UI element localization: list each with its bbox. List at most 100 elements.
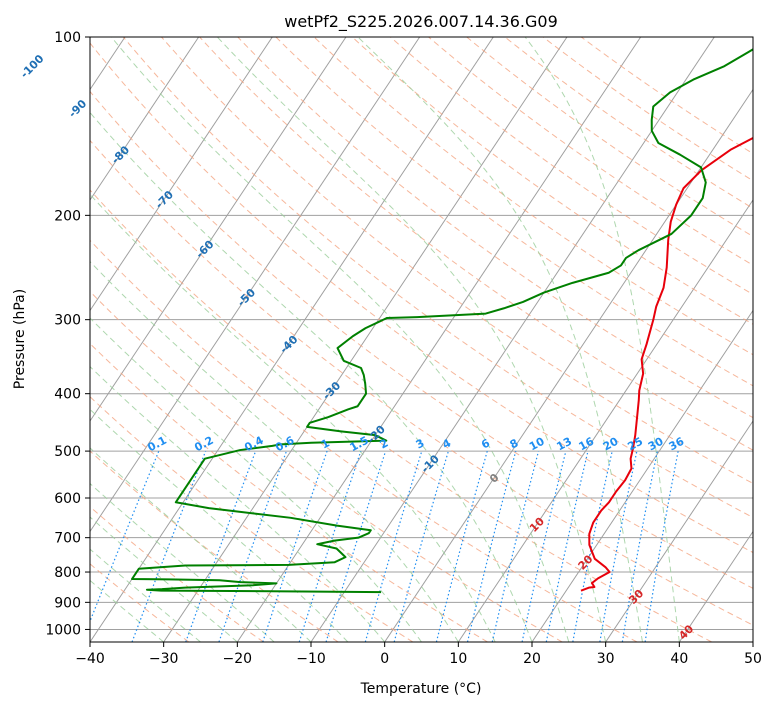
y-tick-label: 900 <box>54 595 81 611</box>
mixing-ratio-label: 3 <box>414 436 427 451</box>
isotherm-label: -60 <box>193 238 216 261</box>
isotherm-line <box>90 37 494 642</box>
isotherm-label: 30 <box>626 587 646 607</box>
y-tick-label: 400 <box>54 387 81 403</box>
mixing-ratio-line <box>644 450 679 642</box>
mixing-ratio-label: 16 <box>577 435 597 454</box>
dry-adiabat-line <box>580 37 753 155</box>
mixing-ratio-label: 4 <box>440 436 453 451</box>
data-lines <box>130 48 753 594</box>
y-tick-label: 300 <box>54 313 81 329</box>
y-axis-label: Pressure (hPa) <box>12 289 28 389</box>
dry-adiabat-line <box>90 563 190 642</box>
mixing-ratio-label: 6 <box>479 436 492 451</box>
x-tick-label: −40 <box>75 651 105 667</box>
isotherm-line <box>236 37 642 642</box>
isotherm-line <box>90 37 421 533</box>
y-tick-label: 500 <box>54 444 81 460</box>
isotherm-label: -90 <box>66 97 89 120</box>
isotherm-line <box>90 37 347 422</box>
plot-frame <box>89 36 754 643</box>
dry-adiabat-line <box>90 342 488 642</box>
background-lines <box>90 37 753 642</box>
x-tick-label: 40 <box>670 651 688 667</box>
chart-title: wetPf2_S225.2026.007.14.36.G09 <box>284 12 558 32</box>
isotherm-label: 0 <box>487 471 502 486</box>
isotherm-line <box>678 530 753 642</box>
mixing-ratio-line <box>325 450 387 642</box>
moist-adiabat-line <box>90 482 275 642</box>
isotherm-label: 10 <box>527 515 547 535</box>
isotherm-label: -50 <box>235 286 258 309</box>
isotherm-line <box>605 420 753 642</box>
dry-adiabat-line <box>122 37 753 519</box>
mixing-ratio-line <box>621 450 658 642</box>
moist-adiabat-line <box>90 317 422 642</box>
isotherm-line <box>457 199 753 642</box>
isotherm-line <box>90 37 273 312</box>
x-axis-label: Temperature (°C) <box>360 681 482 697</box>
dry-adiabat-line <box>90 42 753 554</box>
mixing-ratio-line <box>90 450 160 623</box>
y-tick-label: 100 <box>54 30 81 46</box>
dry-adiabat-line <box>90 290 563 642</box>
dewpoint-profile-line <box>130 48 753 594</box>
mixing-ratio-label: 25 <box>625 435 645 454</box>
moist-adiabat-line <box>524 37 680 642</box>
temperature-profile-line <box>580 136 753 592</box>
dry-adiabat-line <box>90 139 753 626</box>
axis-ticks: −40 −30 −20 −10 0 10 20 30 40 5010009008007006005… <box>45 30 762 667</box>
mixing-ratio-label: 13 <box>554 435 574 454</box>
line-labels: 0.1 0.2 0.4 0.6 1 1.5 2 3 4 6 8 10 13 16 20 25 30 36-100-… <box>18 52 697 642</box>
isotherm-line <box>163 37 568 642</box>
mixing-ratio-line <box>545 450 589 642</box>
x-tick-label: −10 <box>296 651 326 667</box>
y-tick-label: 200 <box>54 208 81 224</box>
moist-adiabat-line <box>90 548 201 642</box>
isotherm-label: -30 <box>320 379 343 402</box>
moist-adiabat-line <box>90 193 496 642</box>
mixing-ratio-line <box>572 450 613 642</box>
moist-adiabat-line <box>90 260 459 642</box>
x-tick-label: 50 <box>744 651 762 667</box>
dry-adiabat-line <box>313 37 753 356</box>
isotherm-line <box>752 641 753 642</box>
moist-adiabat-line <box>216 37 607 642</box>
moist-adiabat-line <box>90 365 386 642</box>
x-tick-label: 30 <box>597 651 615 667</box>
mixing-ratio-line <box>466 450 517 642</box>
x-tick-label: 10 <box>449 651 467 667</box>
mixing-ratio-label: 36 <box>667 435 687 454</box>
y-tick-label: 800 <box>54 565 81 581</box>
mixing-ratio-label: 10 <box>527 435 547 454</box>
dry-adiabat-line <box>390 37 753 295</box>
x-tick-label: 0 <box>380 651 389 667</box>
isotherm-line <box>531 309 753 642</box>
dry-adiabat-line <box>275 37 753 387</box>
moist-adiabat-line <box>90 408 349 642</box>
mixing-ratio-label: 20 <box>601 435 621 454</box>
isotherm-label: -70 <box>153 188 176 211</box>
dry-adiabat-line <box>90 189 712 642</box>
mixing-ratio-line <box>185 450 257 642</box>
isotherm-line <box>90 37 200 201</box>
dry-adiabat-line <box>351 37 753 325</box>
y-tick-label: 600 <box>54 491 81 507</box>
x-tick-label: −20 <box>223 651 253 667</box>
dry-adiabat-line <box>90 90 753 589</box>
y-tick-label: 700 <box>54 531 81 547</box>
isotherm-label: -100 <box>18 52 47 81</box>
isotherm-label: -80 <box>109 143 132 166</box>
mixing-ratio-line <box>262 450 328 642</box>
isotherm-line <box>310 37 715 642</box>
dry-adiabat-line <box>199 37 753 451</box>
dry-adiabat-line <box>90 396 414 642</box>
moist-adiabat-line <box>90 579 164 642</box>
moist-adiabat-line <box>90 111 533 642</box>
x-tick-label: −30 <box>149 651 179 667</box>
moist-adiabat-line <box>110 37 570 642</box>
dry-adiabat-line <box>161 37 753 485</box>
x-tick-label: 20 <box>523 651 541 667</box>
mixing-ratio-line <box>521 450 567 642</box>
